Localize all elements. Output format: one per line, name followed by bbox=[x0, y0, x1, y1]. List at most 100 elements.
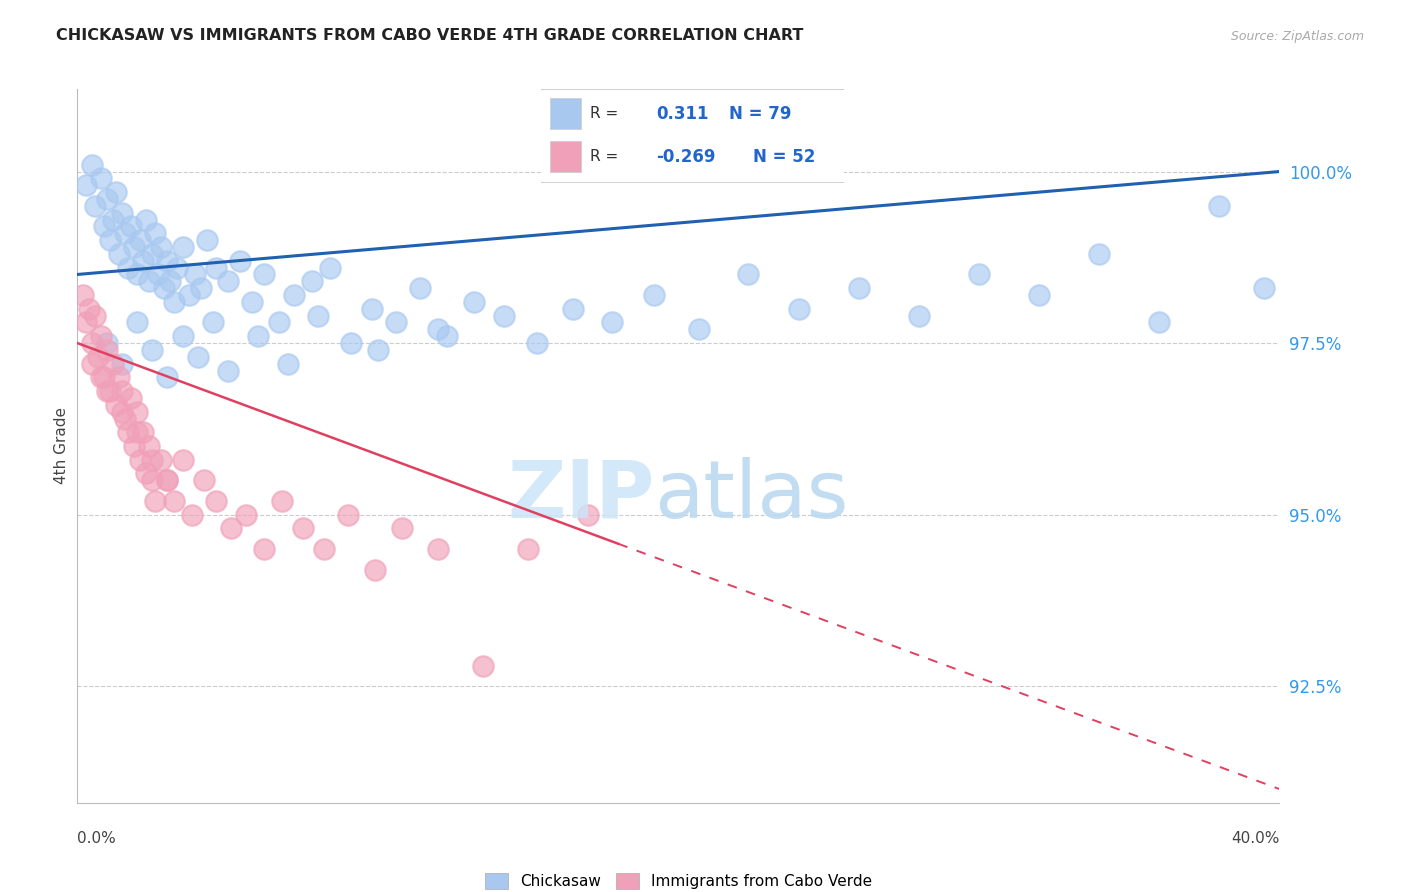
Point bbox=[291, 521, 314, 535]
Point bbox=[82, 357, 104, 371]
Point bbox=[427, 541, 450, 556]
Point bbox=[1149, 316, 1171, 330]
Point bbox=[84, 199, 107, 213]
Point bbox=[463, 294, 485, 309]
Point bbox=[150, 240, 173, 254]
Text: ZIP: ZIP bbox=[508, 457, 654, 535]
Point bbox=[141, 247, 163, 261]
Point bbox=[96, 192, 118, 206]
Point bbox=[360, 301, 382, 316]
Point bbox=[526, 336, 548, 351]
Point bbox=[162, 494, 184, 508]
Point bbox=[319, 260, 342, 275]
Point bbox=[90, 329, 112, 343]
Point bbox=[600, 316, 623, 330]
Point bbox=[391, 521, 413, 535]
Text: R =: R = bbox=[589, 149, 617, 164]
Point bbox=[409, 281, 432, 295]
Point bbox=[517, 541, 540, 556]
Point bbox=[132, 425, 155, 440]
Point bbox=[120, 391, 142, 405]
Point bbox=[385, 316, 408, 330]
Point bbox=[120, 219, 142, 234]
Point bbox=[1208, 199, 1230, 213]
Legend: Chickasaw, Immigrants from Cabo Verde: Chickasaw, Immigrants from Cabo Verde bbox=[478, 867, 879, 892]
Point bbox=[108, 247, 131, 261]
Point bbox=[138, 274, 160, 288]
Text: Source: ZipAtlas.com: Source: ZipAtlas.com bbox=[1230, 30, 1364, 43]
Point bbox=[117, 260, 139, 275]
Point bbox=[219, 521, 242, 535]
Point bbox=[166, 260, 188, 275]
Point bbox=[96, 336, 118, 351]
Point bbox=[908, 309, 931, 323]
Point bbox=[204, 260, 226, 275]
Point bbox=[277, 357, 299, 371]
Point bbox=[127, 268, 149, 282]
Point bbox=[436, 329, 458, 343]
Text: 0.311: 0.311 bbox=[657, 104, 709, 122]
Text: 40.0%: 40.0% bbox=[1232, 831, 1279, 846]
Point bbox=[204, 494, 226, 508]
Point bbox=[217, 363, 239, 377]
Point bbox=[307, 309, 329, 323]
Point bbox=[246, 329, 269, 343]
Point bbox=[283, 288, 305, 302]
Point bbox=[172, 329, 194, 343]
Point bbox=[111, 205, 134, 219]
Point bbox=[253, 541, 276, 556]
Point bbox=[127, 316, 149, 330]
Point bbox=[195, 233, 218, 247]
Point bbox=[105, 398, 128, 412]
Point bbox=[75, 178, 97, 193]
Point bbox=[145, 494, 167, 508]
Point bbox=[114, 227, 136, 241]
Point bbox=[156, 253, 179, 268]
Point bbox=[172, 452, 194, 467]
Point bbox=[82, 158, 104, 172]
Point bbox=[141, 473, 163, 487]
Point bbox=[576, 508, 599, 522]
Bar bbox=[550, 97, 581, 128]
Point bbox=[156, 370, 179, 384]
Point bbox=[148, 268, 170, 282]
Point bbox=[84, 309, 107, 323]
Point bbox=[117, 425, 139, 440]
Point bbox=[193, 473, 215, 487]
Text: CHICKASAW VS IMMIGRANTS FROM CABO VERDE 4TH GRADE CORRELATION CHART: CHICKASAW VS IMMIGRANTS FROM CABO VERDE … bbox=[56, 29, 804, 43]
Point bbox=[240, 294, 263, 309]
Text: N = 52: N = 52 bbox=[754, 148, 815, 166]
Point bbox=[967, 268, 990, 282]
Point bbox=[96, 343, 118, 357]
Point bbox=[114, 411, 136, 425]
Point bbox=[737, 268, 759, 282]
Text: atlas: atlas bbox=[654, 457, 849, 535]
Point bbox=[253, 268, 276, 282]
Point bbox=[562, 301, 585, 316]
Point bbox=[141, 452, 163, 467]
Point bbox=[124, 439, 146, 453]
Point bbox=[235, 508, 257, 522]
Point bbox=[156, 473, 179, 487]
Point bbox=[72, 288, 94, 302]
Point bbox=[93, 219, 115, 234]
Point bbox=[180, 508, 202, 522]
Point bbox=[787, 301, 810, 316]
Point bbox=[312, 541, 335, 556]
Bar bbox=[550, 141, 581, 171]
Point bbox=[156, 473, 179, 487]
Point bbox=[96, 384, 118, 398]
Point bbox=[217, 274, 239, 288]
Point bbox=[105, 185, 128, 199]
Point bbox=[79, 301, 101, 316]
Point bbox=[228, 253, 250, 268]
Point bbox=[162, 294, 184, 309]
Point bbox=[150, 452, 173, 467]
Point bbox=[129, 233, 152, 247]
Point bbox=[127, 405, 149, 419]
Point bbox=[643, 288, 665, 302]
Point bbox=[87, 350, 110, 364]
Text: -0.269: -0.269 bbox=[657, 148, 716, 166]
Point bbox=[190, 281, 212, 295]
Point bbox=[100, 233, 122, 247]
